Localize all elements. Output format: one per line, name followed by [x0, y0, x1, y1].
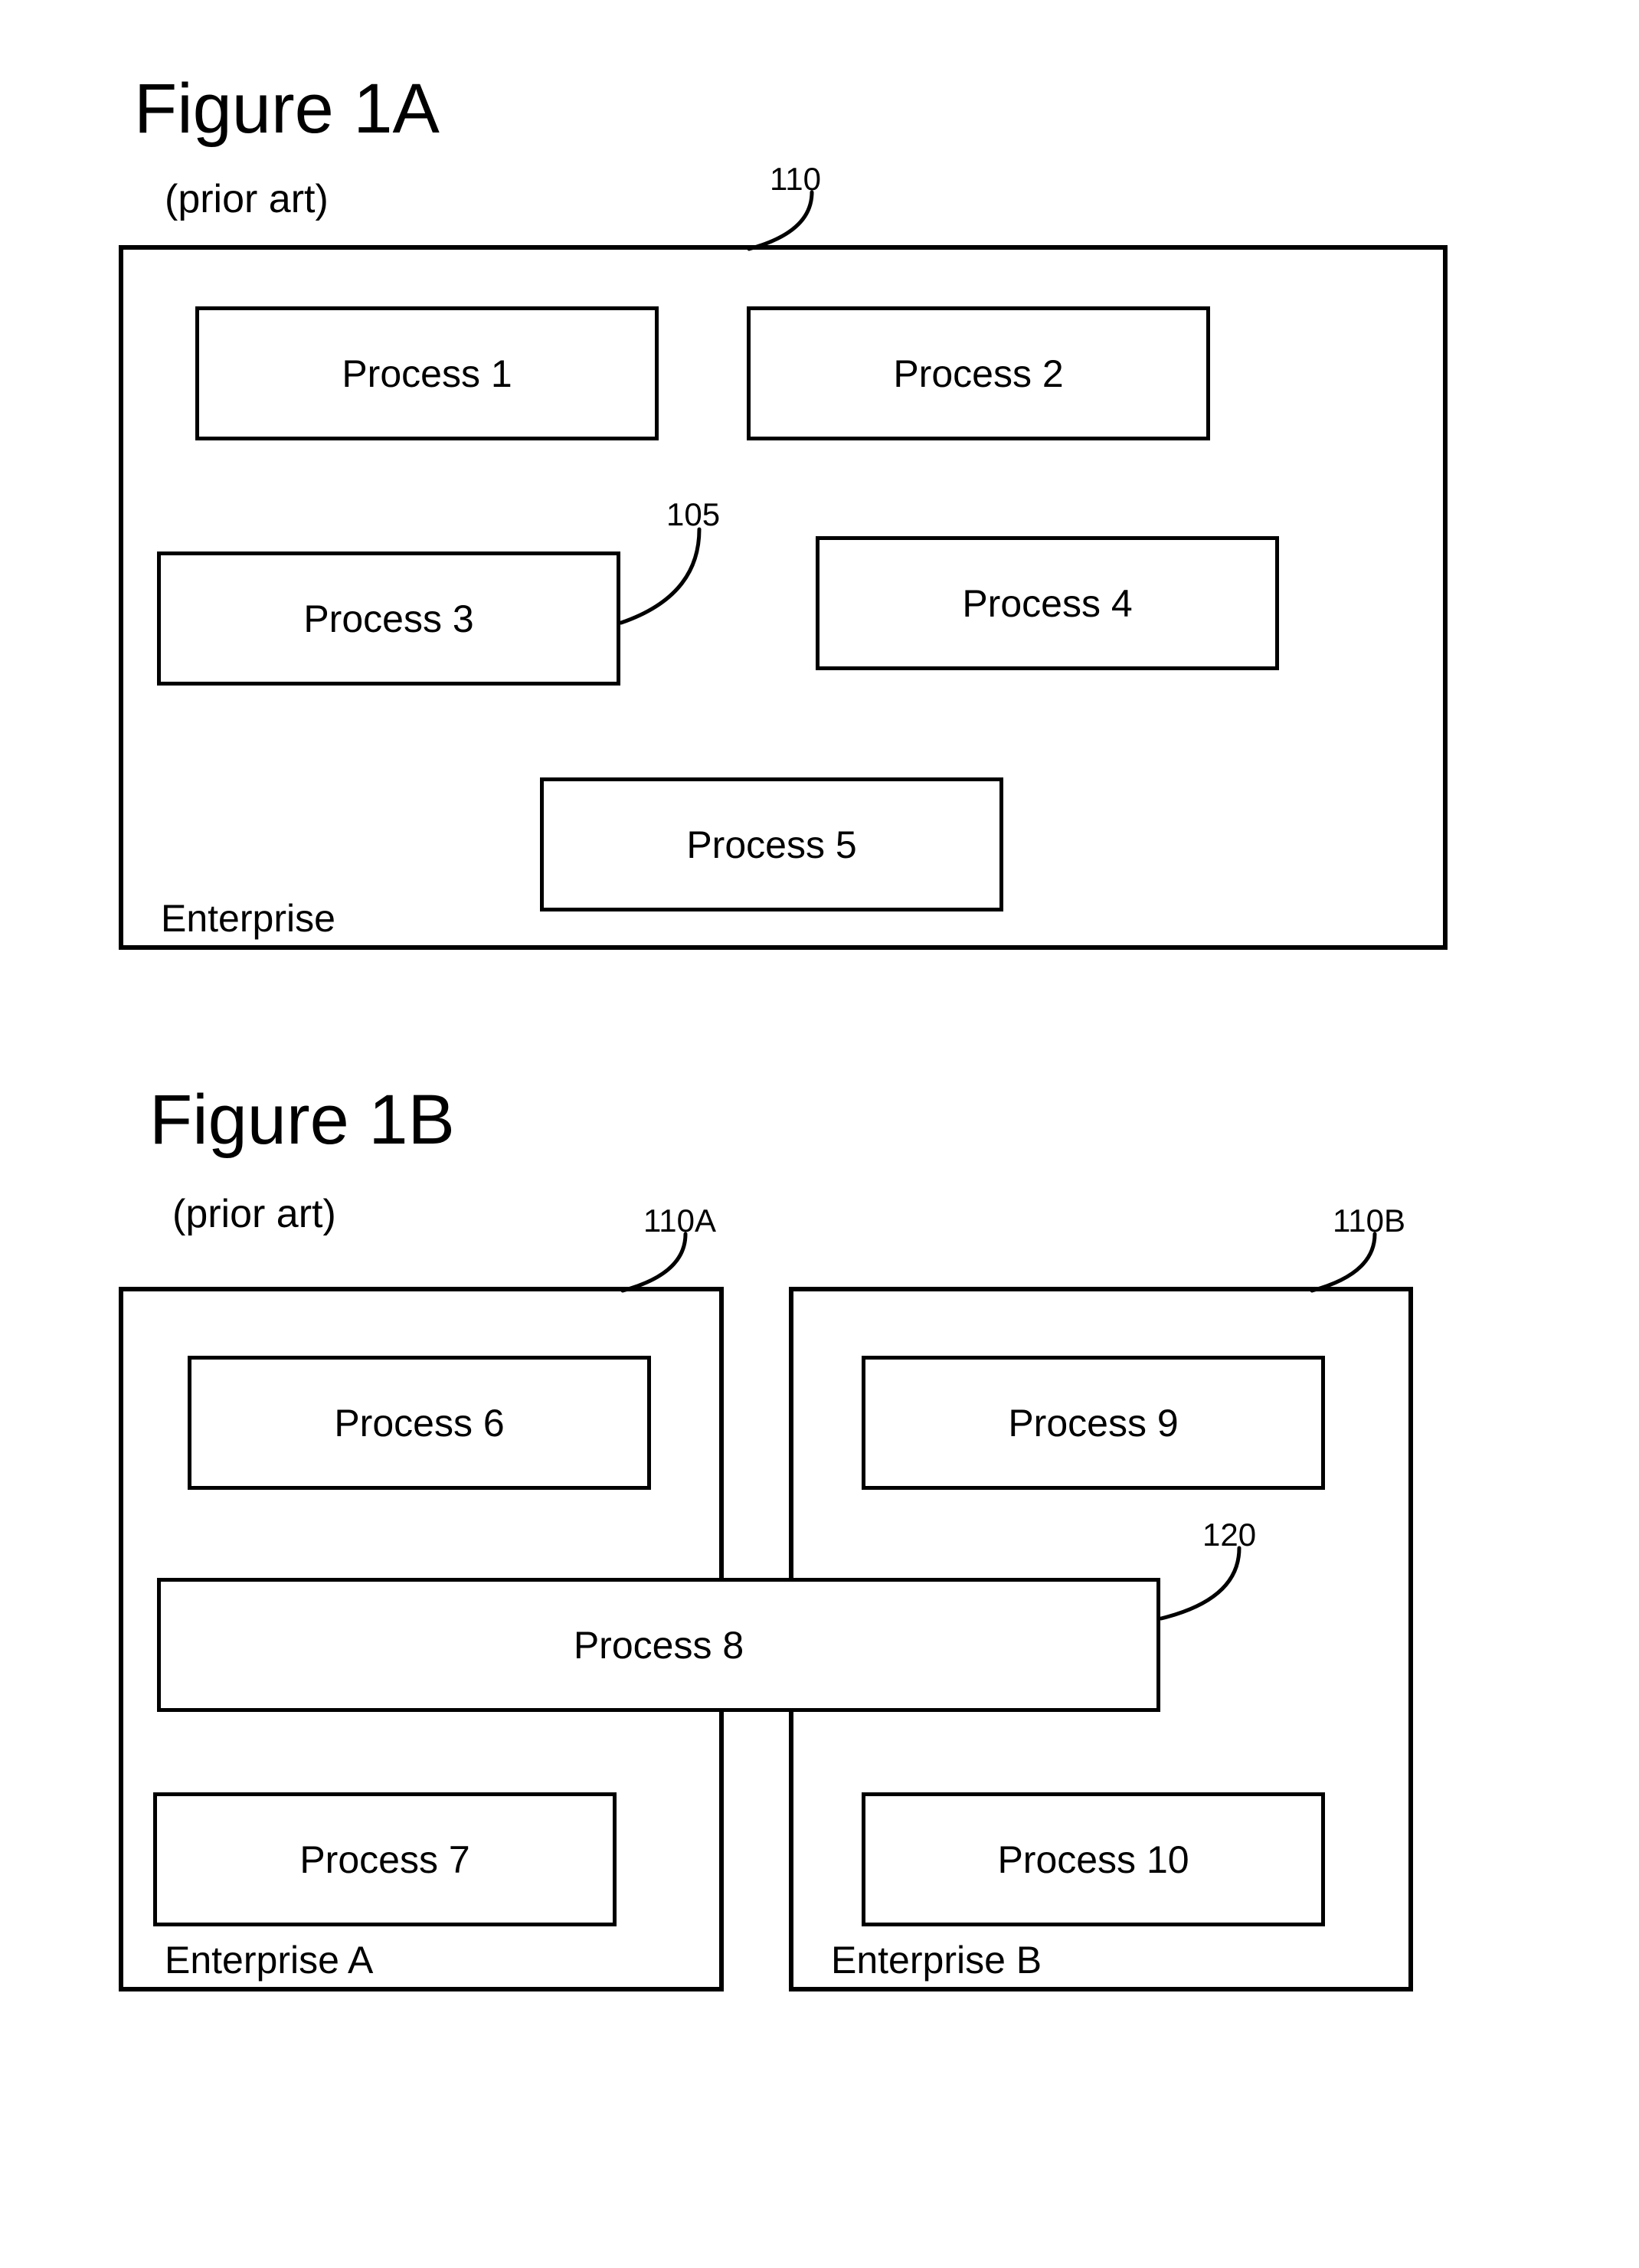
patent-figure-page: Figure 1A (prior art) Enterprise Figure …: [0, 0, 1639, 2268]
figA-process-p4-label: Process 4: [962, 581, 1132, 626]
figB-process-p8-label: Process 8: [574, 1623, 744, 1667]
figB-process-p10: Process 10: [862, 1792, 1325, 1926]
figure-1a-title: Figure 1A: [134, 69, 440, 149]
figB-process-p9-label: Process 9: [1008, 1401, 1178, 1445]
figA-process-p1-label: Process 1: [342, 352, 512, 396]
figA-process-p5-label: Process 5: [686, 823, 856, 867]
figB-process-p8: Process 8: [157, 1578, 1160, 1712]
figure-1b-title: Figure 1B: [149, 1080, 455, 1160]
figA-process-p5: Process 5: [540, 777, 1003, 911]
figure-1a-subtitle: (prior art): [165, 176, 329, 222]
figure-1a-enterprise-label: Enterprise: [161, 896, 335, 941]
figB-container-entB-label: Enterprise B: [831, 1938, 1042, 1982]
figure-1b-subtitle: (prior art): [172, 1191, 336, 1237]
figB-process-p6: Process 6: [188, 1356, 651, 1490]
figA-process-p4: Process 4: [816, 536, 1279, 670]
figB-process-p6-label: Process 6: [334, 1401, 504, 1445]
figA-ref-r110-leader: [747, 190, 816, 251]
figB-ref-r110A-leader: [620, 1232, 689, 1293]
figA-process-p2: Process 2: [747, 306, 1210, 440]
figB-container-entA-label: Enterprise A: [165, 1938, 373, 1982]
figA-process-p3: Process 3: [157, 551, 620, 686]
figA-process-p3-label: Process 3: [303, 597, 473, 641]
figB-process-p10-label: Process 10: [997, 1838, 1189, 1882]
figB-process-p9: Process 9: [862, 1356, 1325, 1490]
figB-process-p7: Process 7: [153, 1792, 617, 1926]
figB-process-p7-label: Process 7: [299, 1838, 469, 1882]
figA-process-p2-label: Process 2: [893, 352, 1063, 396]
figA-ref-r105-leader: [619, 527, 703, 627]
figB-ref-r120-leader: [1159, 1546, 1243, 1622]
figA-process-p1: Process 1: [195, 306, 659, 440]
figB-ref-r110B-leader: [1310, 1232, 1379, 1293]
